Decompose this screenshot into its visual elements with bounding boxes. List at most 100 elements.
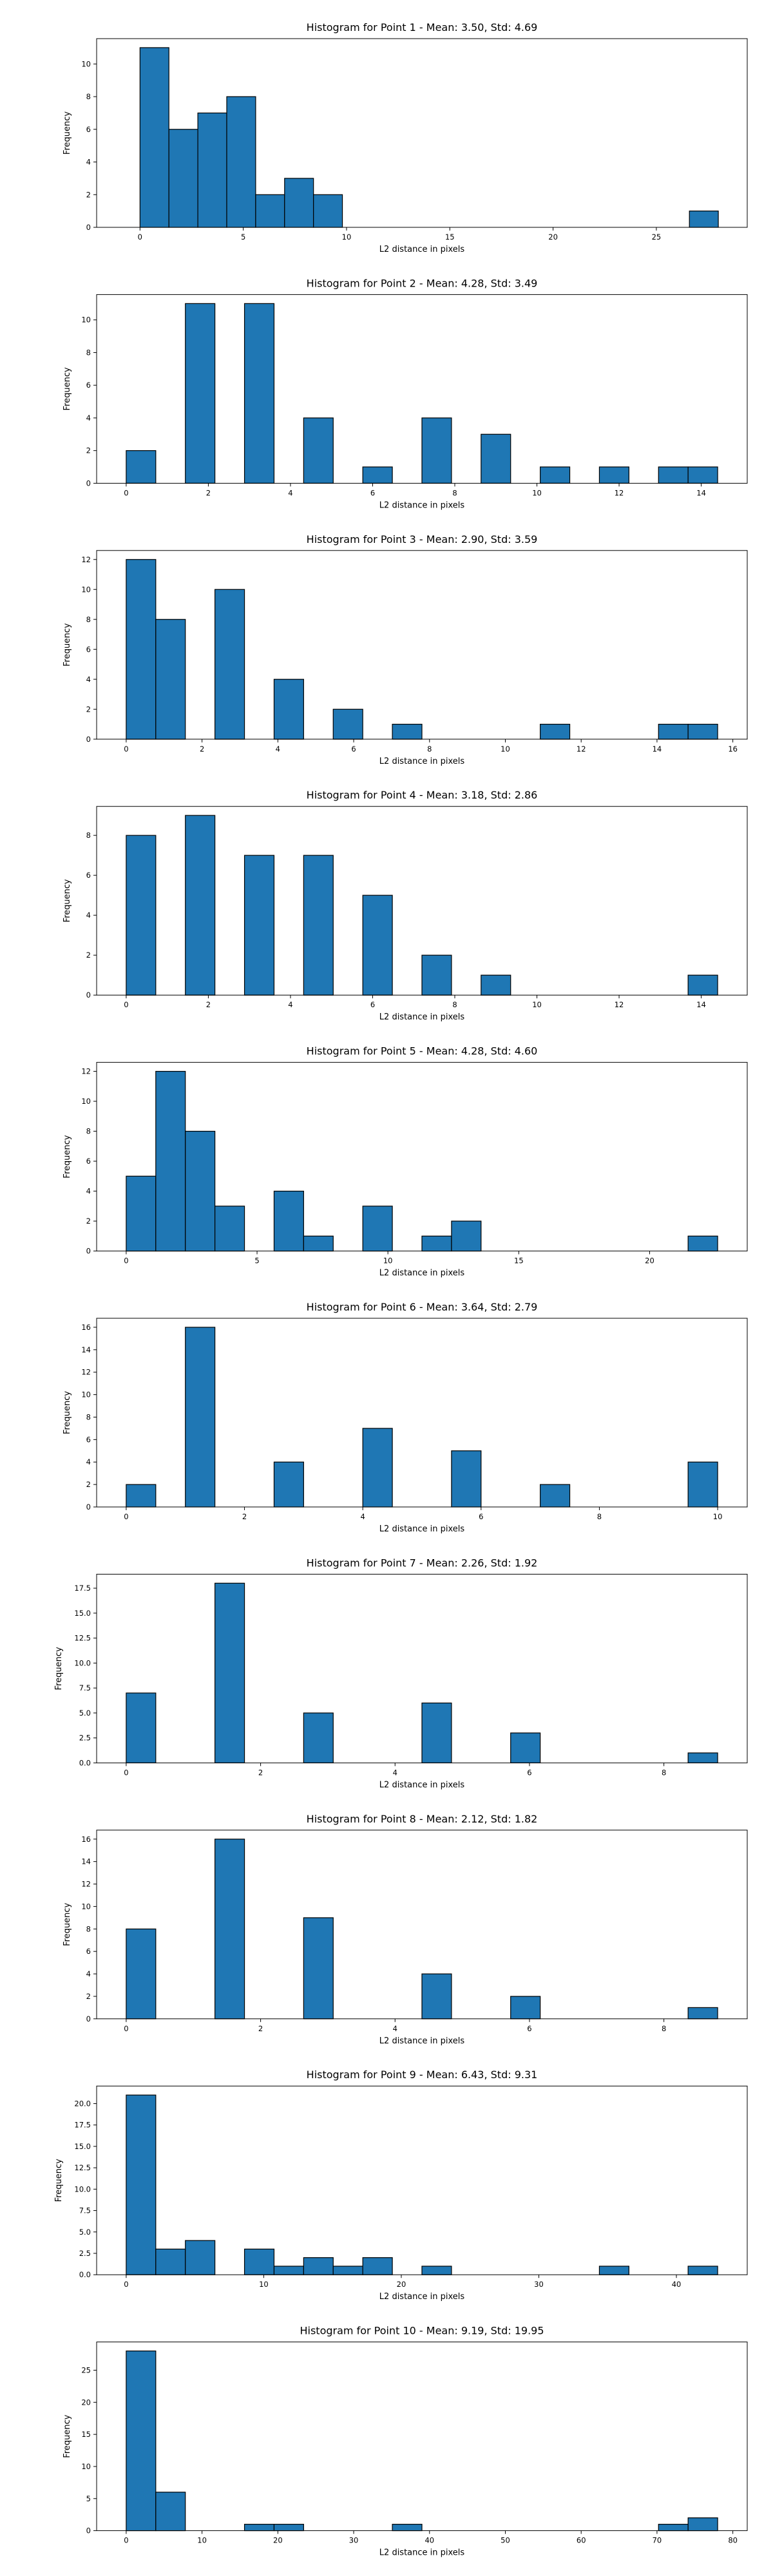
x-tick-label: 12 (577, 744, 586, 753)
x-tick-label: 6 (370, 488, 375, 497)
histogram-bar (126, 559, 157, 740)
histogram-bar (392, 2524, 423, 2532)
y-axis-label: Frequency (62, 1902, 72, 1946)
histogram-panel-4: Histogram for Point 4 - Mean: 3.18, Std:… (62, 789, 748, 1022)
x-tick-label: 40 (425, 2536, 434, 2545)
y-tick-label: 10.0 (74, 1658, 91, 1667)
histogram-bar (362, 2257, 393, 2275)
histogram-bar (243, 855, 275, 996)
x-tick-label: 4 (288, 1000, 292, 1009)
histogram-bar (421, 1973, 452, 2020)
histogram-panel-8: Histogram for Point 8 - Mean: 2.12, Std:… (62, 1813, 748, 2046)
y-tick-label: 2 (86, 446, 91, 455)
x-tick-label: 5 (254, 1256, 259, 1265)
histogram-panel-6: Histogram for Point 6 - Mean: 3.64, Std:… (62, 1301, 748, 1534)
y-tick-label: 15 (81, 2430, 91, 2439)
x-tick-label: 0 (124, 744, 128, 753)
histogram-bar (273, 679, 304, 740)
x-tick-label: 8 (662, 2024, 666, 2033)
x-tick-label: 10 (342, 232, 352, 242)
x-tick-label: 0 (124, 1768, 128, 1777)
histogram-bar (687, 1752, 718, 1764)
chart-title: Histogram for Point 7 - Mean: 2.26, Std:… (307, 1557, 538, 1569)
y-tick-label: 14 (81, 1857, 91, 1866)
y-tick-label: 4 (86, 413, 91, 422)
x-axis-label: L2 distance in pixels (379, 1780, 465, 1790)
histogram-bar (510, 1732, 541, 1764)
y-tick-label: 7.5 (79, 2206, 91, 2215)
chart-title: Histogram for Point 4 - Mean: 3.18, Std:… (307, 789, 538, 801)
y-tick-label: 10 (81, 316, 91, 325)
y-tick-label: 12 (81, 1067, 91, 1076)
x-tick-label: 10 (532, 488, 542, 497)
histogram-bar (155, 619, 186, 740)
x-tick-label: 2 (206, 488, 211, 497)
y-tick-label: 10 (81, 1097, 91, 1106)
histogram-bar (126, 2350, 157, 2532)
y-tick-label: 0 (86, 1502, 91, 1511)
y-tick-label: 6 (86, 645, 91, 654)
y-tick-label: 17.5 (74, 2121, 91, 2130)
histogram-bar (215, 1839, 245, 2020)
histogram-bar (658, 466, 689, 484)
y-tick-label: 0 (86, 735, 91, 744)
x-tick-label: 0 (124, 1256, 128, 1265)
y-tick-label: 12 (81, 1368, 91, 1377)
plot-frame (96, 550, 748, 740)
histogram-bar (598, 466, 629, 484)
histogram-bar (243, 2524, 275, 2532)
x-axis-label: L2 distance in pixels (379, 2292, 465, 2302)
histogram-bar (687, 2517, 718, 2532)
y-tick-label: 0.0 (79, 2270, 91, 2279)
chart-title: Histogram for Point 8 - Mean: 2.12, Std:… (307, 1813, 538, 1825)
histogram-bar (392, 723, 423, 740)
x-tick-label: 8 (662, 1768, 666, 1777)
histogram-bar (126, 1928, 157, 2020)
x-tick-label: 80 (728, 2536, 738, 2545)
y-tick-label: 12 (81, 1880, 91, 1889)
y-tick-label: 6 (86, 125, 91, 134)
chart-title: Histogram for Point 9 - Mean: 6.43, Std:… (307, 2069, 538, 2081)
histogram-bar (215, 1582, 245, 1763)
histogram-bar (421, 2266, 452, 2275)
histogram-bar (126, 835, 157, 996)
histogram-bar (362, 1428, 393, 1508)
x-tick-label: 4 (276, 744, 280, 753)
y-tick-label: 2.5 (79, 1734, 91, 1743)
histogram-bar (139, 47, 169, 228)
y-tick-label: 8 (86, 1924, 91, 1933)
histogram-bar (155, 2492, 186, 2532)
histogram-bar (421, 954, 452, 996)
x-tick-label: 20 (397, 2280, 406, 2289)
y-tick-label: 8 (86, 615, 91, 624)
y-tick-label: 2 (86, 951, 91, 960)
x-tick-label: 70 (653, 2536, 662, 2545)
histogram-bar (303, 417, 334, 484)
y-tick-label: 10 (81, 585, 91, 594)
histogram-bar (689, 211, 719, 228)
y-tick-label: 2 (86, 1480, 91, 1489)
histogram-bar (255, 194, 285, 228)
histogram-panel-2: Histogram for Point 2 - Mean: 4.28, Std:… (62, 277, 748, 510)
y-tick-label: 8 (86, 1412, 91, 1421)
x-tick-label: 20 (548, 232, 558, 242)
histogram-bar (687, 974, 718, 996)
chart-title: Histogram for Point 3 - Mean: 2.90, Std:… (307, 533, 538, 545)
x-tick-label: 25 (652, 232, 662, 242)
x-tick-label: 0 (124, 488, 128, 497)
x-tick-label: 14 (653, 744, 662, 753)
y-tick-label: 12.5 (74, 1634, 91, 1643)
histogram-bar (155, 1070, 186, 1252)
histogram-bar (658, 723, 689, 740)
histogram-bar (362, 895, 393, 996)
histogram-bar (197, 112, 227, 228)
y-tick-label: 20.0 (74, 2099, 91, 2108)
plot-frame (96, 1318, 748, 1508)
histogram-bar (303, 1712, 334, 1763)
y-tick-label: 6 (86, 1947, 91, 1956)
y-tick-label: 15.0 (74, 1609, 91, 1618)
x-axis-label: L2 distance in pixels (379, 500, 465, 510)
x-tick-label: 10 (259, 2280, 269, 2289)
histogram-bar (243, 303, 275, 484)
histogram-bar (303, 2257, 334, 2275)
